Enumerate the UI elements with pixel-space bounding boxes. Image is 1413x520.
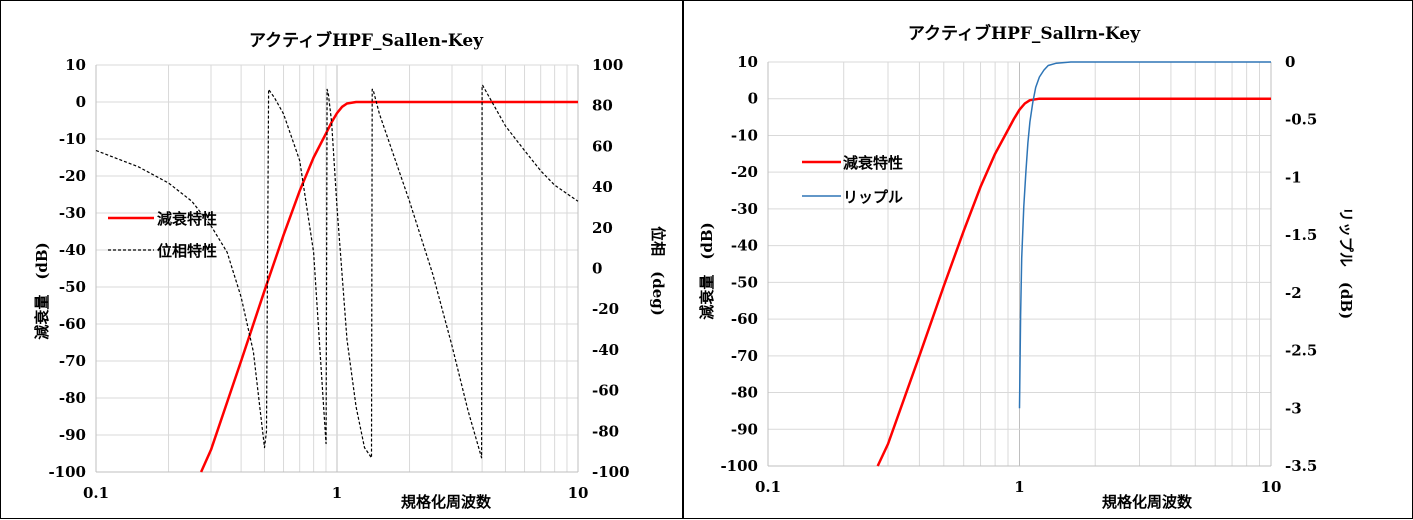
chart-2-ytick-label: -20 <box>731 163 758 181</box>
chart-1-xlabel: 規格化周波数 <box>401 493 492 511</box>
chart-2-xtick-label: 0.1 <box>755 478 781 496</box>
chart-1-y2label: 位相 (deg) <box>649 226 667 316</box>
chart-2-y2tick-label: -1.5 <box>1285 226 1317 244</box>
chart-1-xtick-label: 1 <box>332 484 342 502</box>
chart-2-ytick-label: -80 <box>731 384 758 402</box>
chart-2-ytick-label: -60 <box>731 310 758 328</box>
chart-2-xlabel: 規格化周波数 <box>1102 493 1193 511</box>
chart-1-ylabel: 減衰量 (dB) <box>33 242 51 339</box>
chart-1-y2tick-label: -80 <box>592 422 619 440</box>
chart-1-xtick-label: 10 <box>568 484 589 502</box>
chart-1-ytick-label: -30 <box>59 204 86 222</box>
chart-2-y2tick-label: -2.5 <box>1285 342 1317 360</box>
chart-2-y2tick-label: -0.5 <box>1285 111 1317 129</box>
chart-2-xtick-label: 10 <box>1261 478 1282 496</box>
chart-1-y2tick-label: 40 <box>592 178 613 196</box>
chart-2-ytick-label: 0 <box>748 90 758 108</box>
chart-2-y2tick-label: -3 <box>1285 399 1302 417</box>
chart-2-ytick-label: -90 <box>731 420 758 438</box>
chart-2-ytick-label: -10 <box>731 126 758 144</box>
chart-1-ytick-label: -80 <box>59 389 86 407</box>
chart-1-title: アクティブHPF_Sallen-Key <box>249 30 484 51</box>
chart-2-legend-label-attenuation: 減衰特性 <box>843 154 903 172</box>
chart-1-y2tick-label: -20 <box>592 300 619 318</box>
chart-1-ytick-label: -90 <box>59 426 86 444</box>
chart-1-ytick-label: 0 <box>76 93 86 111</box>
chart-2-ytick-label: -50 <box>731 273 758 291</box>
chart-panel-2: アクティブHPF_Sallrn-Key 規格化周波数 減衰量 (dB) リップル… <box>683 0 1413 519</box>
chart-1-ytick-label: -70 <box>59 352 86 370</box>
chart-2-title: アクティブHPF_Sallrn-Key <box>908 23 1141 44</box>
chart-2-ytick-label: 10 <box>737 53 758 71</box>
chart-1-y2tick-label: -60 <box>592 382 619 400</box>
chart-2-ytick-label: -30 <box>731 200 758 218</box>
chart-1-legend-label-attenuation: 減衰特性 <box>157 210 217 228</box>
chart-1-y2tick-label: -40 <box>592 341 619 359</box>
chart-1-ytick-label: 10 <box>65 56 86 74</box>
chart-2-legend: 減衰特性 リップル <box>802 154 903 206</box>
chart-2-legend-label-ripple: リップル <box>843 188 903 206</box>
chart-2-plot-area <box>767 61 1272 467</box>
chart-1-ytick-label: -60 <box>59 315 86 333</box>
chart-2-y2tick-label: -2 <box>1285 284 1302 302</box>
chart-2-y2tick-label: -3.5 <box>1285 457 1317 475</box>
chart-1-y2tick-label: 80 <box>592 97 613 115</box>
chart-1-plot-area <box>95 64 579 473</box>
chart-1-ytick-label: -100 <box>48 463 86 481</box>
chart-2-ytick-label: -70 <box>731 347 758 365</box>
chart-1-legend-label-phase: 位相特性 <box>157 242 217 260</box>
chart-1-y2tick-label: 60 <box>592 137 613 155</box>
chart-2-ylabel: 減衰量 (dB) <box>698 222 716 319</box>
chart-1-series-line-0 <box>199 100 578 473</box>
chart-1-ytick-label: -40 <box>59 241 86 259</box>
chart-1-ytick-label: -50 <box>59 278 86 296</box>
chart-2-series-line-1 <box>1018 61 1271 409</box>
chart-2-ytick-label: -100 <box>720 457 758 475</box>
chart-1-y2tick-label: 20 <box>592 219 613 237</box>
chart-1-ytick-label: -20 <box>59 167 86 185</box>
chart-1-y2tick-label: -100 <box>592 463 630 481</box>
chart-1-series-line-1 <box>95 84 579 459</box>
chart-2-y2tick-label: 0 <box>1285 53 1295 71</box>
chart-1-xtick-label: 0.1 <box>83 484 109 502</box>
chart-2-y2label: リップル (dB) <box>1337 207 1355 319</box>
chart-2-ytick-label: -40 <box>731 237 758 255</box>
chart-2-xtick-label: 1 <box>1014 478 1024 496</box>
chart-2-y2tick-label: -1 <box>1285 168 1302 186</box>
chart-1-ytick-label: -10 <box>59 130 86 148</box>
chart-2-series-line-0 <box>876 97 1271 467</box>
chart-panel-1: アクティブHPF_Sallen-Key 規格化周波数 減衰量 (dB) 位相 (… <box>0 0 683 519</box>
chart-1-y2tick-label: 0 <box>592 260 602 278</box>
chart-1-svg: アクティブHPF_Sallen-Key 規格化周波数 減衰量 (dB) 位相 (… <box>33 30 667 511</box>
chart-1-y2tick-label: 100 <box>592 56 623 74</box>
chart-1-legend: 減衰特性 位相特性 <box>108 210 217 260</box>
chart-2-svg: アクティブHPF_Sallrn-Key 規格化周波数 減衰量 (dB) リップル… <box>698 23 1355 511</box>
